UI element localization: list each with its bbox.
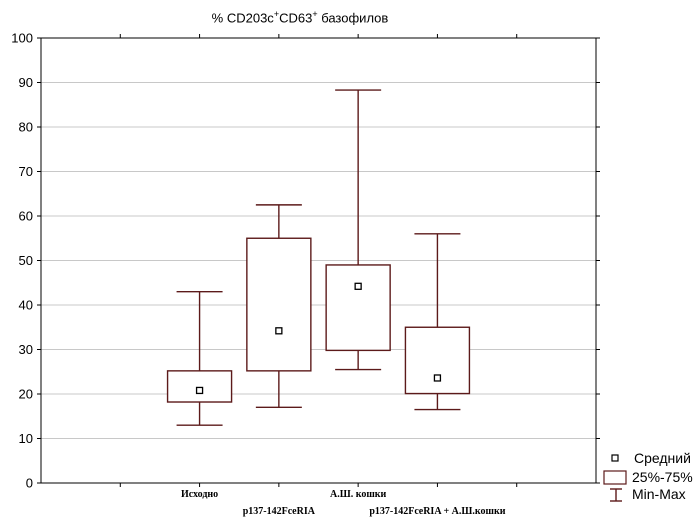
box-2-mean-marker: [275, 327, 283, 335]
title-part-2: CD63: [279, 10, 313, 26]
legend-box-label: 25%-75%: [632, 469, 693, 485]
legend: Средний 25%-75% Min-Max: [603, 450, 693, 502]
title-sup-1: +: [273, 9, 280, 19]
legend-whisker-label: Min-Max: [632, 486, 686, 502]
y-axis: 0 10 20 30 40 50 60 70 80 90 100: [11, 31, 600, 491]
chart-title: % CD203c+CD63+ базофилов: [0, 9, 600, 25]
y-tick-label-100: 100: [11, 31, 33, 46]
y-tick-label-60: 60: [19, 209, 33, 224]
x-axis: Исходно p137-142FceRIA А.Ш. кошки p137-142F…: [119, 34, 518, 517]
y-tick-label-0: 0: [26, 476, 33, 491]
box-4-iqr: [404, 326, 471, 395]
legend-mean-label: Средний: [634, 450, 691, 466]
y-tick-label-20: 20: [19, 387, 33, 402]
y-tick-label-40: 40: [19, 298, 33, 313]
title-sup-2: +: [312, 9, 318, 19]
box-4-mean-marker: [433, 374, 442, 382]
x-category-label-2: p137-142FceRIA: [243, 506, 316, 517]
box-1-iqr: [166, 370, 233, 403]
box-3-iqr: [325, 264, 391, 352]
boxes-layer: [166, 89, 471, 426]
title-part-3: базофилов: [317, 10, 389, 26]
x-category-label-3: А.Ш. кошки: [330, 489, 387, 500]
legend-box-swatch: [603, 470, 627, 485]
box-3-mean-marker: [354, 282, 362, 290]
y-tick-label-10: 10: [19, 431, 33, 446]
title-part-1: % CD203c: [211, 10, 274, 26]
box-2-iqr: [246, 237, 312, 372]
legend-mean-marker: [611, 454, 619, 462]
x-category-label-1: Исходно: [181, 489, 218, 500]
y-tick-label-90: 90: [19, 75, 33, 90]
y-tick-label-70: 70: [19, 164, 33, 179]
grid-lines: [41, 82, 596, 439]
box-1-mean-marker: [195, 386, 204, 395]
y-tick-label-50: 50: [19, 253, 33, 268]
y-tick-label-80: 80: [19, 120, 33, 135]
y-tick-label-30: 30: [19, 342, 33, 357]
x-category-label-4: p137-142FceRIA + А.Ш.кошки: [369, 506, 505, 517]
